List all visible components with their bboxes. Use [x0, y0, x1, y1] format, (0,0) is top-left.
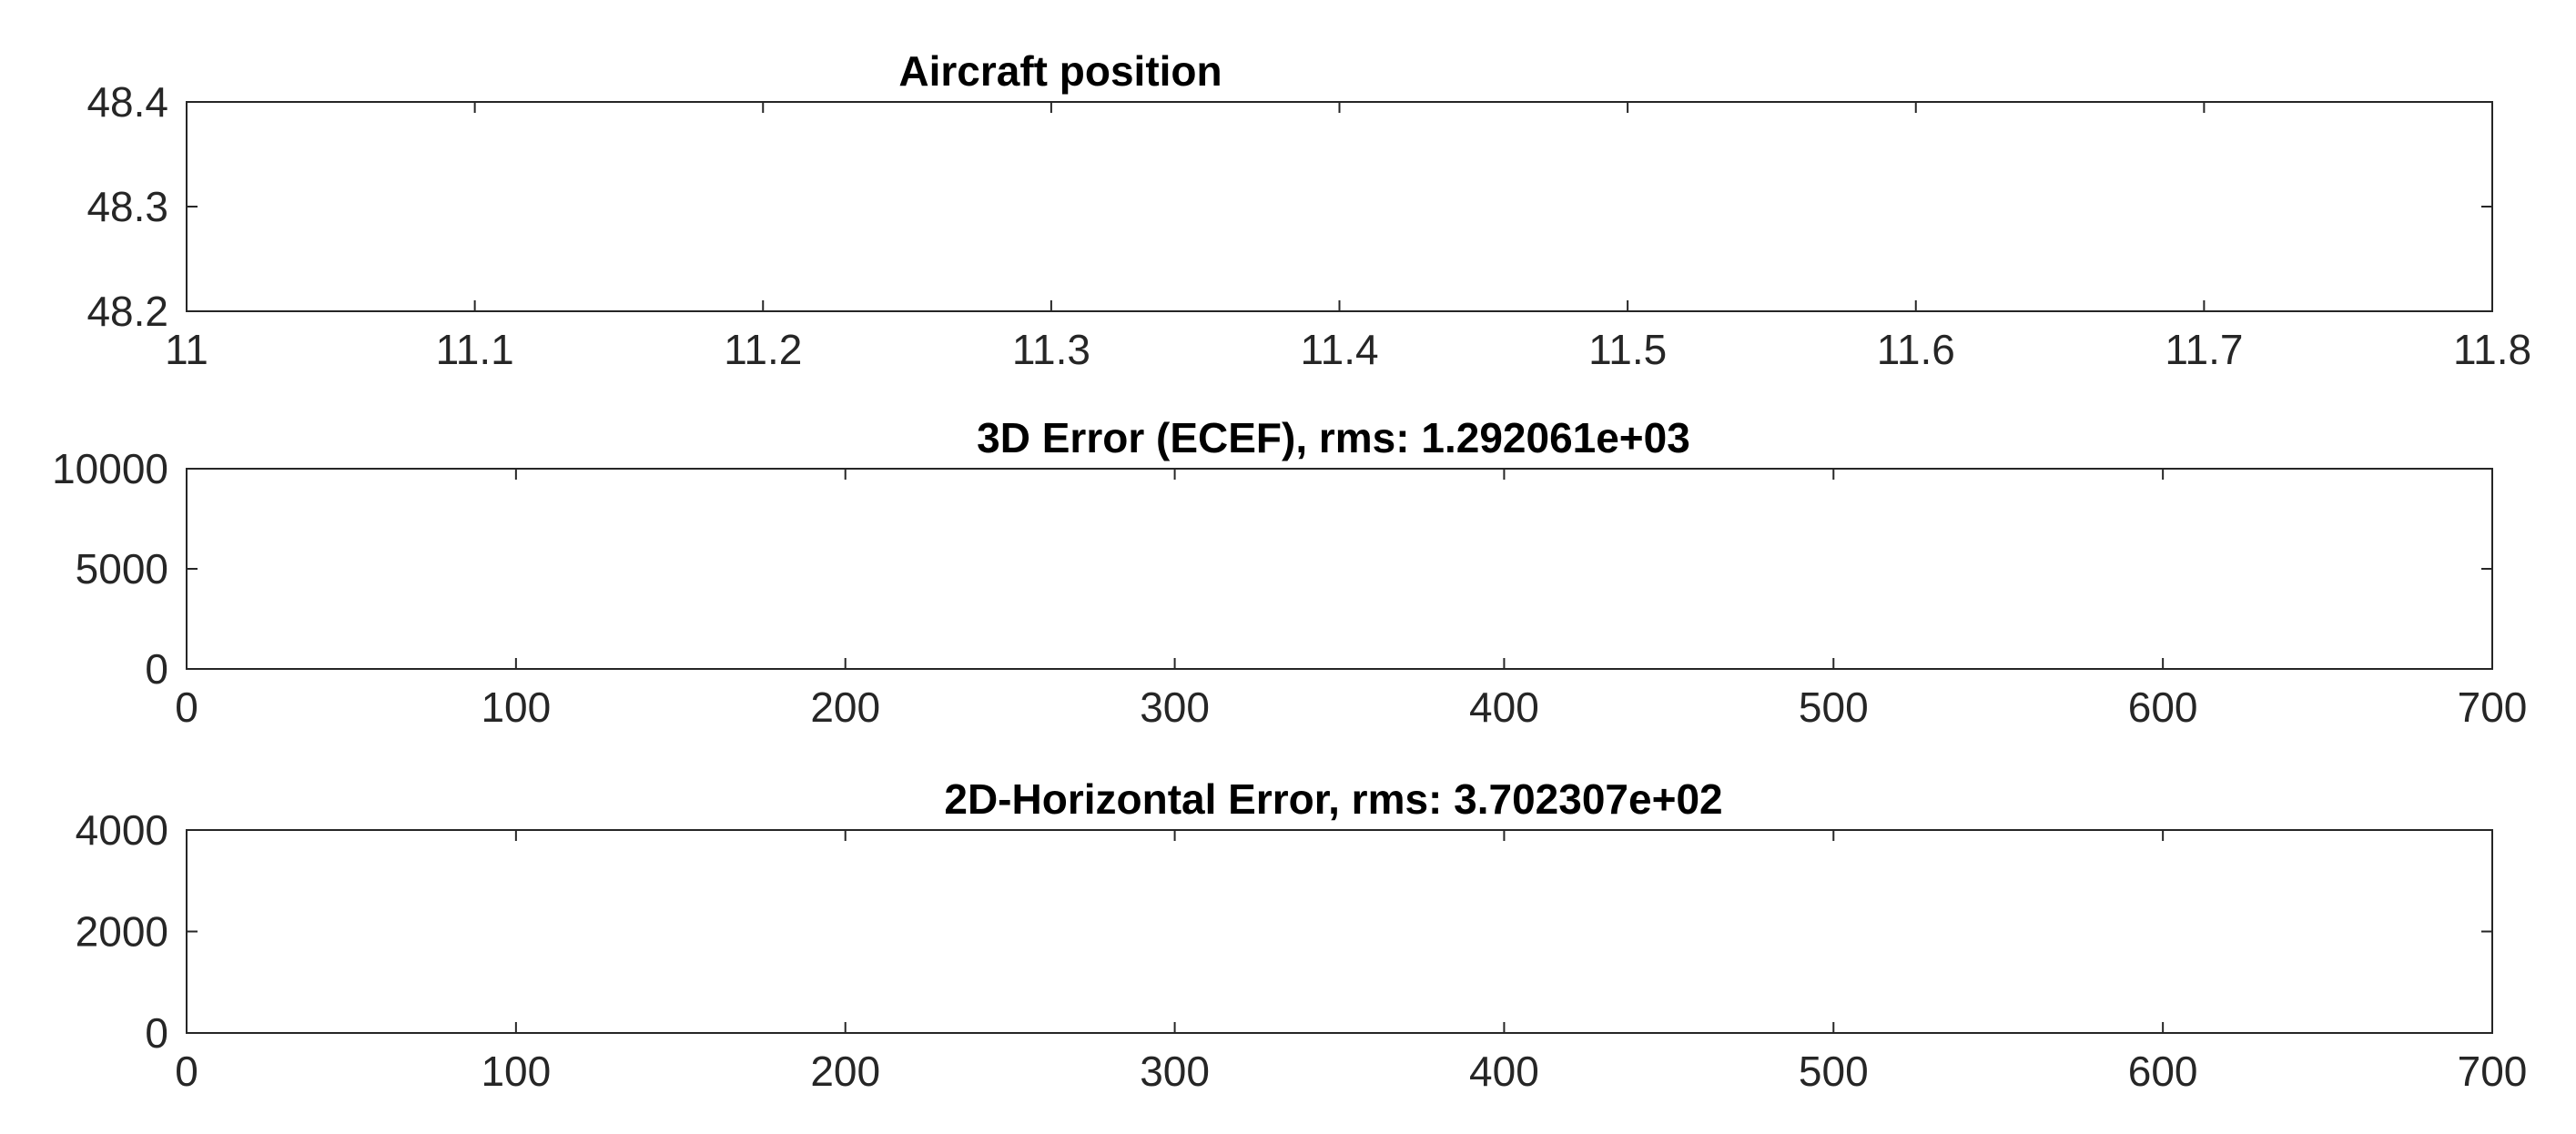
x-tick-label: 0 [175, 683, 198, 731]
axes-frame [186, 468, 2493, 670]
x-tick-label: 100 [481, 683, 551, 731]
y-tick-label: 2000 [76, 908, 168, 956]
y-tick-label: 4000 [76, 806, 168, 854]
x-tick-label: 500 [1799, 683, 1869, 731]
x-tick-label: 11.4 [1300, 326, 1378, 373]
x-tick-label: 200 [810, 1048, 880, 1095]
chart-title: 3D Error (ECEF), rms: 1.292061e+03 [977, 414, 1690, 461]
x-tick-label: 100 [481, 1048, 551, 1095]
y-tick-label: 5000 [76, 545, 168, 592]
x-tick-label: 700 [2458, 1048, 2528, 1095]
x-tick-label: 11 [165, 326, 208, 373]
x-tick-label: 200 [810, 683, 880, 731]
x-tick-label: 400 [1469, 1048, 1539, 1095]
x-tick-label: 300 [1140, 683, 1210, 731]
subplot-1: 11 11.1 11.2 11.3 11.4 11.5 11.6 11.7 11.8 48.2 48… [86, 47, 2531, 373]
y-tick-label: 0 [145, 1009, 168, 1057]
y-tick-label: 0 [145, 645, 168, 693]
subplot-3: 0 100 200 300 400 500 600 700 0 2000 4000 2D-Horizo… [76, 775, 2528, 1095]
chart-title: 2D-Horizontal Error, rms: 3.702307e+02 [944, 775, 1722, 823]
x-tick-label: 11.6 [1877, 326, 1955, 373]
x-tick-label: 0 [175, 1048, 198, 1095]
x-tick-label: 700 [2458, 683, 2528, 731]
chart-title: Aircraft position [898, 47, 1222, 95]
y-tick-label: 10000 [52, 445, 168, 492]
x-tick-label: 11.7 [2165, 326, 2243, 373]
x-tick-label: 600 [2128, 683, 2198, 731]
x-tick-label: 11.2 [724, 326, 802, 373]
x-tick-label: 600 [2128, 1048, 2198, 1095]
x-tick-label: 11.8 [2453, 326, 2531, 373]
x-tick-label: 300 [1140, 1048, 1210, 1095]
axes-frame [186, 101, 2493, 312]
y-tick-label: 48.2 [86, 288, 168, 335]
x-tick-label: 11.3 [1012, 326, 1090, 373]
y-tick-label: 48.3 [86, 183, 168, 230]
axes-frame [186, 829, 2493, 1034]
y-tick-label: 48.4 [86, 78, 168, 126]
x-tick-label: 11.1 [436, 326, 514, 373]
x-tick-label: 11.5 [1588, 326, 1667, 373]
subplot-2: 0 100 200 300 400 500 600 700 0 5000 10000 3D Error… [52, 414, 2527, 731]
x-tick-label: 400 [1469, 683, 1539, 731]
x-tick-label: 500 [1799, 1048, 1869, 1095]
